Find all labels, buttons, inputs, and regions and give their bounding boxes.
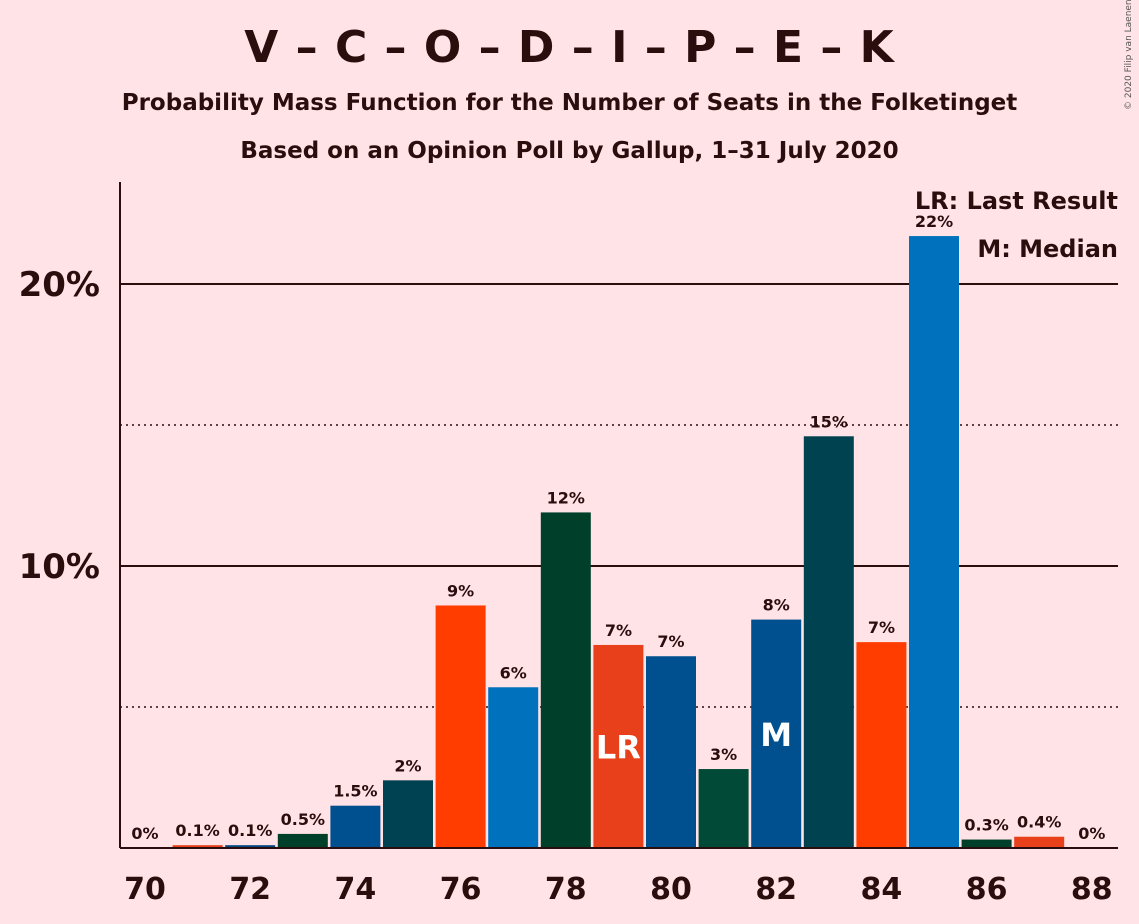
data-label-seat-76: 9%: [447, 581, 474, 600]
bar-seat-71: [172, 845, 223, 848]
x-tick-label: 84: [861, 872, 903, 907]
x-tick-label: 82: [755, 872, 797, 907]
bar-seat-84: [856, 642, 907, 848]
y-tick-label: 10%: [19, 547, 100, 587]
data-label-seat-84: 7%: [868, 618, 895, 637]
x-tick-label: 88: [1071, 872, 1113, 907]
data-labels: 0% 0.1% 0.1% 0.5% 1.5% 2% 9% 6% 12% 7% 7% 3% 8% 15% 7%…: [131, 212, 1105, 843]
data-label-seat-81: 3%: [710, 745, 737, 764]
data-label-seat-71: 0.1%: [175, 821, 219, 840]
x-tick-label: 76: [440, 872, 482, 907]
x-tick-label: 86: [966, 872, 1008, 907]
bar-seat-86: [961, 839, 1012, 848]
bar-seat-78: [540, 512, 591, 848]
x-tick-label: 70: [124, 872, 166, 907]
data-label-seat-77: 6%: [500, 663, 527, 682]
data-label-seat-75: 2%: [394, 756, 421, 775]
data-label-seat-82: 8%: [763, 596, 790, 615]
bar-seat-76: [435, 605, 486, 848]
bar-seat-77: [488, 687, 539, 848]
data-label-seat-74: 1.5%: [333, 782, 377, 801]
bar-seat-75: [383, 780, 433, 848]
legend-median: M: Median: [977, 235, 1118, 263]
x-tick-label: 74: [335, 872, 377, 907]
bar-seat-81: [698, 769, 749, 848]
x-tick-label: 78: [545, 872, 587, 907]
data-label-seat-88: 0%: [1078, 824, 1105, 843]
axes: 10% 20% 70 72 74 76 78 80 82 84 86 88: [19, 182, 1118, 907]
data-label-seat-79: 7%: [605, 621, 632, 640]
chart-subtitle: Probability Mass Function for the Number…: [121, 90, 1018, 116]
bar-seat-82: [751, 619, 802, 848]
bar-seat-72: [225, 845, 276, 848]
x-tick-label: 72: [229, 872, 271, 907]
bar-seat-87: [1014, 836, 1065, 848]
data-label-seat-86: 0.3%: [964, 816, 1008, 835]
data-label-seat-72: 0.1%: [228, 821, 272, 840]
marker-label-lr: LR: [596, 728, 641, 766]
x-tick-label: 80: [650, 872, 692, 907]
data-label-seat-85: 22%: [915, 212, 953, 231]
data-label-seat-80: 7%: [657, 632, 684, 651]
y-tick-label: 20%: [19, 265, 100, 305]
bar-seat-73: [277, 833, 328, 848]
data-label-seat-78: 12%: [547, 488, 585, 507]
chart-title: V – C – O – D – I – P – E – K: [244, 22, 895, 73]
data-label-seat-83: 15%: [810, 412, 848, 431]
gridlines: [120, 283, 1118, 708]
bar-seat-74: [330, 805, 381, 848]
legend-last-result: LR: Last Result: [915, 187, 1118, 215]
bars: [172, 236, 1065, 848]
chart-subtitle-source: Based on an Opinion Poll by Gallup, 1–31…: [240, 138, 899, 164]
data-label-seat-87: 0.4%: [1017, 813, 1061, 832]
bar-seat-80: [646, 656, 696, 848]
data-label-seat-73: 0.5%: [281, 810, 325, 829]
bar-seat-83: [803, 436, 854, 848]
marker-label-m: M: [760, 716, 792, 754]
bar-seat-79: [593, 644, 644, 848]
bar-seat-85: [909, 236, 959, 848]
legend: LR: Last Result M: Median: [915, 187, 1118, 263]
data-label-seat-70: 0%: [131, 824, 158, 843]
